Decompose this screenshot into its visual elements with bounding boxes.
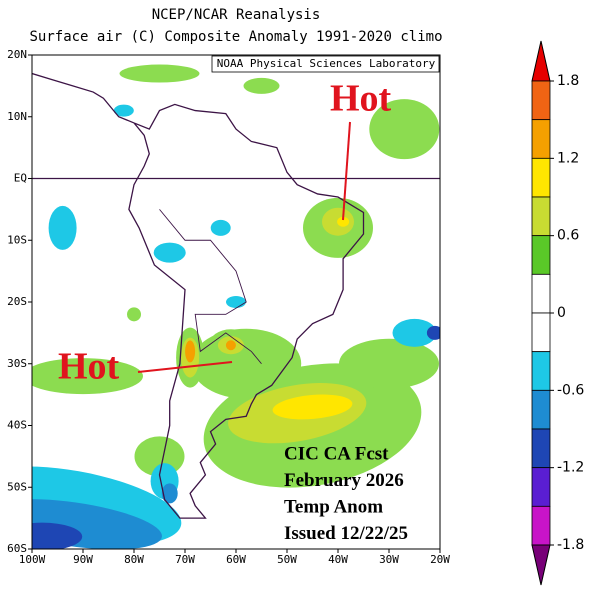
pointer (137, 361, 233, 373)
colorbar-label: 1.8 (557, 73, 579, 89)
colorbar-band (531, 157, 551, 198)
colorbar-band (531, 80, 551, 121)
colorbar-label: -1.8 (557, 537, 584, 553)
anomaly-shade (226, 296, 246, 308)
lon-label: 60W (226, 553, 246, 566)
anomaly-shade (225, 340, 236, 351)
colorbar-label: 0 (557, 305, 566, 321)
hot-label: Hot (330, 78, 392, 120)
lat-label: 40S (7, 419, 27, 432)
forecast-text: Issued 12/22/25 (284, 523, 408, 544)
lat-label: 10N (7, 110, 27, 123)
colorbar-band (531, 273, 551, 314)
lat-label: 50S (7, 480, 27, 493)
lon-label: 90W (73, 553, 93, 566)
lat-label: 10S (7, 233, 27, 246)
anomaly-shade (153, 242, 186, 263)
colorbar-label: -1.2 (557, 460, 584, 476)
anomaly-shade (272, 394, 353, 420)
lon-label: 70W (175, 553, 195, 566)
lat-label: 30S (7, 357, 27, 370)
lat-label: 20S (7, 295, 27, 308)
lon-label: 30W (379, 553, 399, 566)
coastline (128, 103, 365, 519)
title: NCEP/NCAR Reanalysis (152, 7, 321, 23)
subtitle: Surface air (C) Composite Anomaly 1991-2… (29, 29, 442, 45)
lon-label: 80W (124, 553, 144, 566)
anomaly-shade (32, 358, 143, 395)
colorbar-end (531, 544, 551, 586)
forecast-text: Temp Anom (284, 496, 383, 517)
anomaly-shade (339, 338, 439, 389)
pointer (342, 121, 351, 221)
lat-label: EQ (14, 172, 27, 185)
anomaly-shade (337, 216, 350, 227)
anomaly-shade (127, 307, 141, 322)
colorbar-band (531, 351, 551, 391)
colorbar-end (531, 40, 551, 82)
colorbar-band (531, 235, 551, 275)
colorbar-band (531, 312, 551, 353)
colorbar-band (531, 389, 551, 430)
border (159, 209, 262, 365)
colorbar-band (531, 428, 551, 469)
map (32, 64, 440, 549)
anomaly-shade (243, 77, 280, 94)
colorbar-band (531, 505, 551, 546)
anomaly-shade (113, 104, 134, 117)
colorbar-label: -0.6 (557, 382, 584, 398)
forecast-text: CIC CA Fcst (284, 443, 389, 464)
anomaly-shade (185, 340, 196, 363)
anomaly-shade (161, 483, 178, 504)
colorbar-label: 0.6 (557, 228, 579, 244)
lon-label: 50W (277, 553, 297, 566)
lon-label: 40W (328, 553, 348, 566)
anomaly-shade (210, 219, 231, 236)
anomaly-shade (32, 522, 83, 549)
lat-label: 60S (7, 542, 27, 555)
credit: NOAA Physical Sciences Laboratory (217, 57, 436, 70)
coastline (32, 72, 135, 124)
lat-label: 20N (7, 48, 27, 61)
anomaly-shade (48, 205, 77, 250)
credit-box (211, 55, 440, 73)
colorbar-band (531, 467, 551, 507)
colorbar-label: 1.2 (557, 150, 579, 166)
colorbar-band (531, 119, 551, 159)
hot-label: Hot (58, 346, 120, 388)
lon-label: 20W (430, 553, 450, 566)
anomaly-shade (392, 318, 437, 347)
anomaly-shade (369, 99, 440, 160)
lon-label: 100W (19, 553, 46, 566)
anomaly-shade (119, 64, 200, 83)
colorbar-band (531, 196, 551, 237)
forecast-text: February 2026 (284, 470, 404, 491)
anomaly-shade (32, 499, 162, 549)
anomaly-shade (426, 325, 440, 340)
